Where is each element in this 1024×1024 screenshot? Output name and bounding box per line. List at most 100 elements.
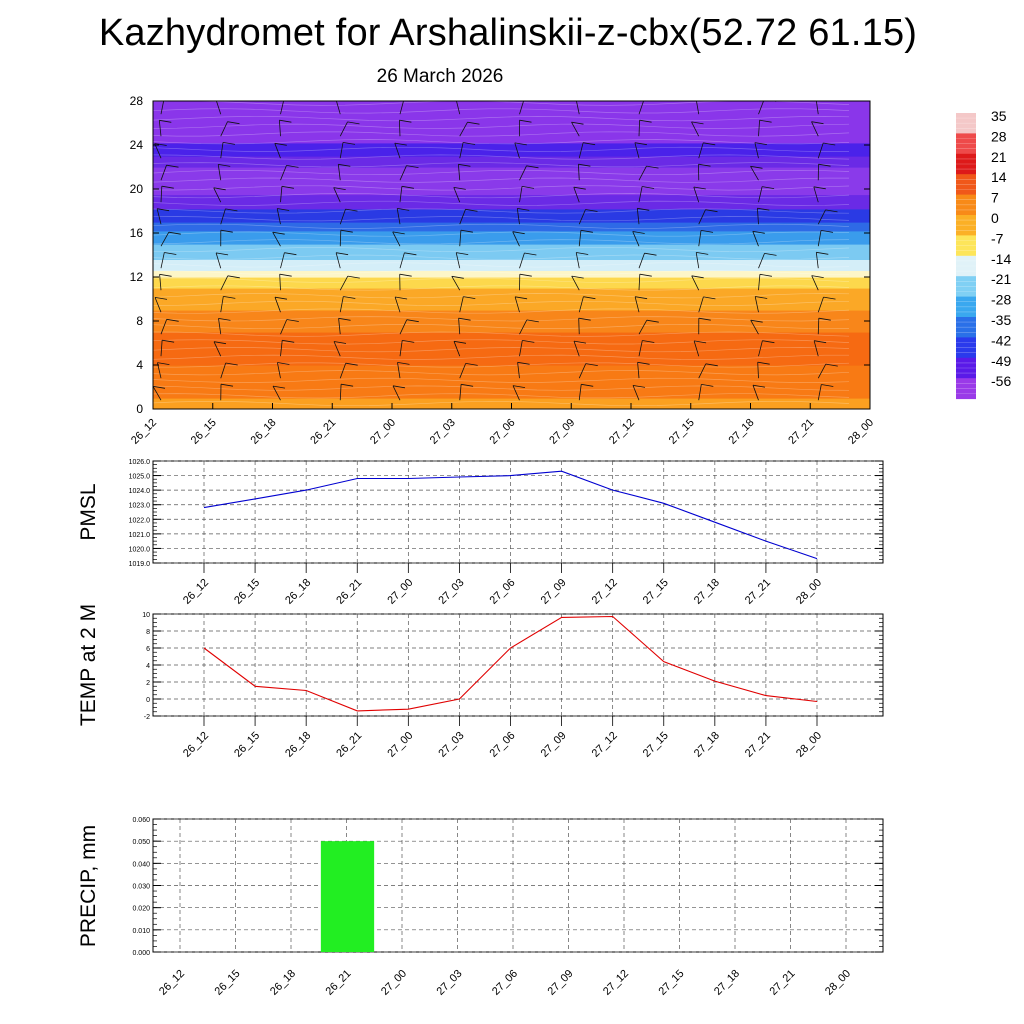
wind-barb-feather	[220, 383, 234, 387]
x-tick-label: 27_21	[743, 577, 773, 607]
wind-barb-feather	[453, 340, 467, 344]
y-tick-label: 2	[146, 680, 150, 687]
colorbar-label: 0	[991, 210, 999, 226]
wind-barb	[153, 386, 162, 401]
wind-barb-feather	[580, 229, 593, 233]
wind-barb-feather	[284, 99, 296, 101]
wind-barb-feather	[757, 207, 770, 211]
wind-barb-feather	[764, 253, 777, 256]
contour-line	[153, 323, 850, 330]
wind-barb-feather	[286, 165, 299, 168]
wind-barb	[752, 231, 759, 247]
contour-line	[153, 231, 850, 237]
wind-barb	[517, 362, 520, 379]
wind-barb	[339, 363, 347, 379]
wind-barb-feather	[877, 208, 889, 210]
y-tick-label: 1025.0	[129, 474, 151, 481]
temperature-panel: -2 0 2 4 6 8 10 26_12 26_15 26_18 26_21 27_00 27_03 2…	[77, 604, 884, 760]
wind-barb	[215, 252, 222, 269]
wind-barb-feather	[757, 361, 770, 365]
wind-barb-feather	[581, 383, 594, 387]
contour-line	[153, 308, 850, 314]
wind-barb-feather	[635, 296, 648, 300]
wind-barb-feather	[225, 362, 238, 366]
wind-barb	[634, 296, 640, 313]
wind-barb-feather	[517, 361, 530, 365]
colorbar-swatch	[956, 317, 976, 338]
wind-barb-feather	[456, 252, 469, 255]
wind-barb	[279, 274, 281, 291]
heatmap-band	[153, 365, 870, 399]
wind-barb-feather	[277, 362, 290, 365]
wind-barb	[213, 341, 222, 357]
x-tick-label: 26_21	[334, 577, 364, 607]
wind-barb	[514, 142, 520, 159]
heatmap-band	[153, 277, 870, 289]
wind-barb-feather	[164, 99, 176, 101]
contour-line	[153, 123, 850, 129]
wind-barb	[878, 274, 880, 290]
colorbar-label: 35	[991, 108, 1007, 124]
wind-barb-feather	[632, 231, 645, 234]
x-tick-label: 27_12	[607, 417, 637, 447]
wind-barb-feather	[218, 318, 231, 321]
contour-line	[153, 362, 850, 368]
y-tick-label: 1020.0	[129, 546, 151, 553]
wind-barb-feather	[583, 296, 596, 300]
wind-barb	[213, 187, 222, 203]
wind-barb	[637, 362, 640, 379]
heatmap-band	[153, 194, 870, 210]
wind-barb-feather	[752, 230, 765, 234]
wind-barb	[817, 318, 820, 335]
wind-barb-feather	[700, 230, 714, 233]
wind-barb	[519, 252, 525, 269]
wind-barb	[339, 230, 342, 247]
wind-barb	[156, 208, 162, 225]
chart-subtitle: 26 March 2026	[376, 66, 504, 87]
wind-barb	[459, 209, 466, 225]
x-tick-label: 27_15	[641, 730, 671, 760]
colorbar-swatch	[956, 194, 976, 216]
wind-barb-feather	[521, 186, 535, 189]
wind-barb	[333, 341, 341, 357]
contour-line	[153, 146, 850, 152]
wind-barb-feather	[342, 142, 356, 145]
wind-barb-feather	[392, 231, 405, 235]
contour-line	[153, 347, 850, 353]
wind-barb-feather	[154, 143, 167, 146]
wind-barb-feather	[752, 384, 766, 388]
colorbar-label: 14	[991, 169, 1007, 185]
wind-barb	[817, 296, 824, 313]
wind-barb-feather	[465, 208, 478, 212]
wind-barb	[698, 296, 704, 313]
wind-barb-feather	[871, 166, 883, 168]
wind-barb-feather	[698, 317, 711, 321]
wind-barb-feather	[168, 231, 181, 235]
wind-barb-feather	[401, 185, 414, 189]
wind-barb	[813, 340, 819, 357]
wind-barb	[339, 208, 346, 225]
y-tick-label: 1019.0	[129, 561, 151, 568]
wind-barb	[453, 341, 461, 357]
wind-barb	[698, 209, 706, 225]
wind-barb	[339, 275, 349, 291]
wind-barb	[754, 296, 759, 313]
wind-barb-feather	[157, 208, 170, 212]
wind-barb-feather	[750, 319, 763, 323]
y-tick-label: 0.050	[132, 839, 150, 846]
contour-line	[153, 277, 850, 283]
wind-barb-feather	[693, 186, 706, 190]
temperature-colorbar: 35 28 21 14 7 0 -7 -14 -21 -28 -35 -42 -49 -56	[956, 108, 1011, 400]
wind-barb-feather	[333, 341, 347, 344]
wind-barb-feather	[338, 317, 351, 321]
y-tick-label: 0.030	[132, 884, 150, 891]
wind-barb	[458, 318, 461, 335]
wind-barb	[638, 340, 643, 357]
x-tick-label: 26_21	[334, 730, 364, 760]
y-tick-label: 1023.0	[129, 503, 151, 510]
wind-barb	[160, 340, 163, 357]
heatmap-band	[153, 167, 870, 196]
x-tick-label: 26_18	[283, 730, 313, 760]
x-tick-label: 27_12	[590, 730, 620, 760]
contour-line	[153, 177, 849, 183]
